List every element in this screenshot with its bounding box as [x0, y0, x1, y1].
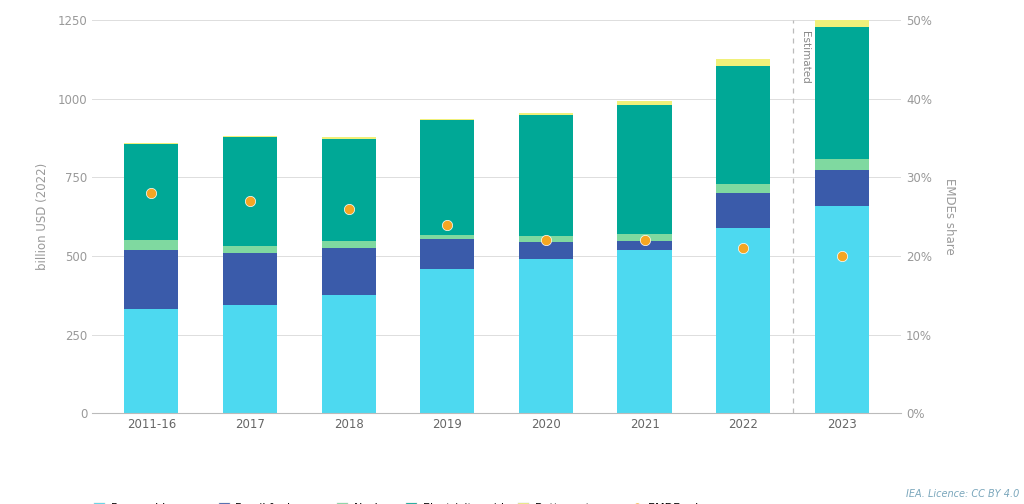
Bar — [322, 139, 376, 241]
Point — [143, 189, 160, 197]
Text: Estimated: Estimated — [801, 31, 810, 84]
Bar — [322, 241, 376, 248]
Bar — [617, 250, 672, 413]
Bar — [519, 115, 573, 236]
Bar — [223, 246, 278, 253]
Bar — [124, 250, 178, 309]
Bar — [124, 309, 178, 413]
Bar — [322, 248, 376, 295]
Legend: Renewable power, Fossil fuel power, Nuclear, Electricity grids, Battery storage,: Renewable power, Fossil fuel power, Nucl… — [90, 498, 724, 504]
Bar — [519, 236, 573, 242]
Point — [834, 252, 850, 260]
Bar — [716, 58, 770, 67]
Bar — [617, 105, 672, 234]
Y-axis label: EMDEs share: EMDEs share — [943, 178, 956, 255]
Bar — [815, 7, 869, 27]
Bar — [815, 27, 869, 159]
Bar — [420, 235, 474, 239]
Bar — [617, 234, 672, 241]
Text: IEA. Licence: CC BY 4.0: IEA. Licence: CC BY 4.0 — [905, 489, 1019, 499]
Bar — [124, 240, 178, 250]
Point — [340, 205, 356, 213]
Bar — [519, 112, 573, 115]
Bar — [322, 138, 376, 139]
Point — [538, 236, 554, 244]
Bar — [223, 136, 278, 138]
Bar — [124, 144, 178, 240]
Point — [735, 244, 752, 252]
Bar — [223, 305, 278, 413]
Bar — [420, 239, 474, 269]
Point — [242, 197, 258, 205]
Bar — [716, 67, 770, 184]
Bar — [617, 241, 672, 250]
Bar — [223, 253, 278, 305]
Point — [637, 236, 653, 244]
Bar — [519, 259, 573, 413]
Bar — [420, 269, 474, 413]
Bar — [617, 101, 672, 105]
Bar — [420, 118, 474, 120]
Bar — [815, 159, 869, 169]
Bar — [716, 228, 770, 413]
Bar — [322, 295, 376, 413]
Bar — [420, 120, 474, 235]
Bar — [815, 206, 869, 413]
Bar — [223, 138, 278, 246]
Bar — [519, 242, 573, 259]
Bar — [124, 143, 178, 144]
Y-axis label: billion USD (2022): billion USD (2022) — [36, 163, 49, 270]
Bar — [815, 169, 869, 206]
Bar — [716, 193, 770, 228]
Point — [439, 221, 456, 229]
Bar — [716, 184, 770, 193]
